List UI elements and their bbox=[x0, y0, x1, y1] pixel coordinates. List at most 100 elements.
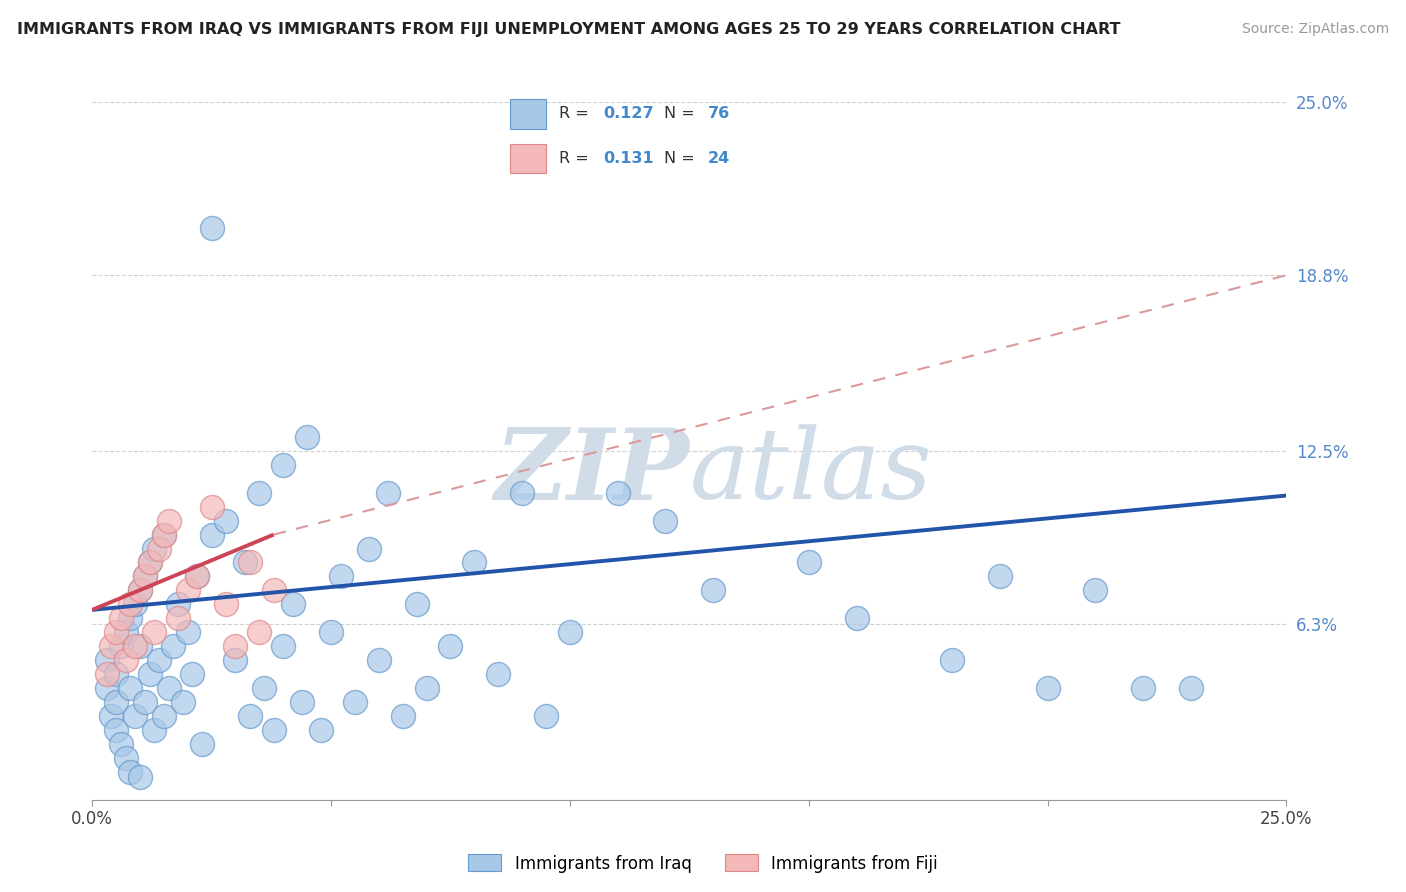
Point bbox=[343, 695, 366, 709]
Point bbox=[167, 597, 190, 611]
Point bbox=[172, 695, 194, 709]
Point bbox=[201, 527, 224, 541]
Point bbox=[654, 514, 676, 528]
Point bbox=[134, 695, 156, 709]
Point bbox=[96, 653, 118, 667]
Point bbox=[129, 770, 152, 784]
Point bbox=[138, 667, 160, 681]
Point bbox=[1180, 681, 1202, 695]
Text: IMMIGRANTS FROM IRAQ VS IMMIGRANTS FROM FIJI UNEMPLOYMENT AMONG AGES 25 TO 29 YE: IMMIGRANTS FROM IRAQ VS IMMIGRANTS FROM … bbox=[17, 22, 1121, 37]
Point bbox=[143, 723, 166, 737]
Point bbox=[138, 556, 160, 570]
Point bbox=[129, 639, 152, 653]
Point bbox=[114, 625, 136, 640]
Point bbox=[281, 597, 304, 611]
Text: 0.127: 0.127 bbox=[603, 106, 654, 121]
Point bbox=[311, 723, 333, 737]
Point bbox=[239, 556, 262, 570]
Point bbox=[319, 625, 342, 640]
Point bbox=[486, 667, 509, 681]
Point bbox=[120, 611, 142, 625]
Point bbox=[134, 569, 156, 583]
Point bbox=[215, 514, 238, 528]
Point bbox=[124, 639, 146, 653]
Point bbox=[224, 639, 246, 653]
Point bbox=[367, 653, 389, 667]
Point bbox=[1036, 681, 1059, 695]
Point bbox=[377, 485, 399, 500]
Point bbox=[129, 583, 152, 598]
Point bbox=[162, 639, 184, 653]
Point bbox=[201, 220, 224, 235]
Point bbox=[845, 611, 868, 625]
Point bbox=[100, 639, 122, 653]
Point bbox=[201, 500, 224, 514]
Point bbox=[110, 639, 132, 653]
Text: atlas: atlas bbox=[689, 425, 932, 519]
Point bbox=[239, 709, 262, 723]
Point bbox=[100, 709, 122, 723]
Point bbox=[439, 639, 461, 653]
Point bbox=[110, 611, 132, 625]
Point bbox=[143, 541, 166, 556]
Point bbox=[415, 681, 437, 695]
Point bbox=[148, 653, 170, 667]
Point bbox=[134, 569, 156, 583]
Point bbox=[253, 681, 276, 695]
Point bbox=[120, 764, 142, 779]
Point bbox=[186, 569, 208, 583]
Point bbox=[271, 458, 294, 472]
Point bbox=[263, 723, 285, 737]
Point bbox=[1084, 583, 1107, 598]
Point bbox=[157, 514, 180, 528]
Point bbox=[271, 639, 294, 653]
Point bbox=[143, 625, 166, 640]
Text: 0.131: 0.131 bbox=[603, 151, 654, 166]
Point bbox=[105, 695, 128, 709]
FancyBboxPatch shape bbox=[510, 144, 546, 173]
Point bbox=[110, 737, 132, 751]
Point bbox=[291, 695, 314, 709]
Point bbox=[186, 569, 208, 583]
Point bbox=[153, 527, 176, 541]
Text: 76: 76 bbox=[707, 106, 730, 121]
Text: N =: N = bbox=[664, 106, 700, 121]
Point bbox=[157, 681, 180, 695]
Point bbox=[247, 625, 270, 640]
Point bbox=[263, 583, 285, 598]
Point bbox=[153, 709, 176, 723]
Text: Source: ZipAtlas.com: Source: ZipAtlas.com bbox=[1241, 22, 1389, 37]
Point bbox=[797, 556, 820, 570]
Point bbox=[941, 653, 963, 667]
Text: R =: R = bbox=[560, 106, 595, 121]
Point bbox=[534, 709, 557, 723]
Point bbox=[191, 737, 214, 751]
Point bbox=[96, 681, 118, 695]
Point bbox=[96, 667, 118, 681]
Point bbox=[105, 625, 128, 640]
Point bbox=[558, 625, 581, 640]
FancyBboxPatch shape bbox=[510, 98, 546, 128]
Point bbox=[1132, 681, 1154, 695]
Point bbox=[406, 597, 429, 611]
Point bbox=[391, 709, 413, 723]
Point bbox=[120, 597, 142, 611]
Point bbox=[105, 723, 128, 737]
Point bbox=[124, 597, 146, 611]
Point bbox=[114, 653, 136, 667]
Point bbox=[359, 541, 381, 556]
Point bbox=[177, 625, 200, 640]
Point bbox=[247, 485, 270, 500]
Point bbox=[224, 653, 246, 667]
Text: N =: N = bbox=[664, 151, 700, 166]
Point bbox=[124, 709, 146, 723]
Point bbox=[606, 485, 628, 500]
Text: 24: 24 bbox=[707, 151, 730, 166]
Text: ZIP: ZIP bbox=[495, 424, 689, 520]
Point bbox=[988, 569, 1011, 583]
Point bbox=[463, 556, 485, 570]
Point bbox=[177, 583, 200, 598]
Point bbox=[120, 681, 142, 695]
Point bbox=[148, 541, 170, 556]
Point bbox=[105, 667, 128, 681]
